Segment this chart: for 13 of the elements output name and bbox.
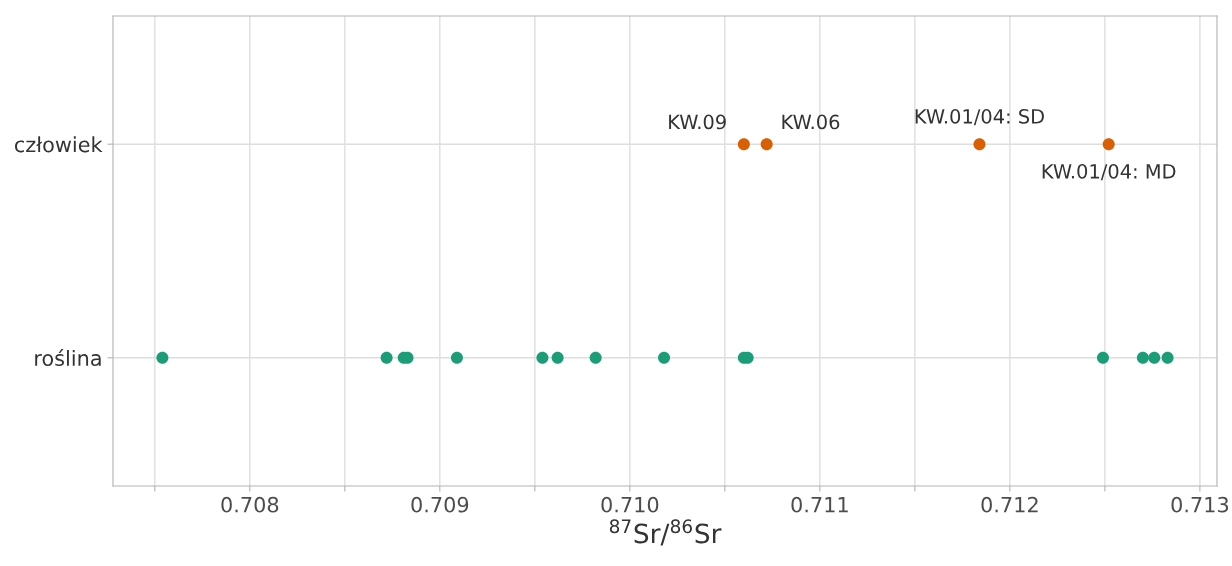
y-tick-label: roślina: [35, 349, 101, 367]
x-tick-label: 0.712: [981, 496, 1038, 513]
x-tick-label: 0.710: [601, 496, 659, 513]
x-tick-label: 0.708: [221, 496, 279, 513]
x-axis-title: $^{87}$Sr/$^{86}$Sr: [609, 519, 722, 546]
annotation: KW.09: [669, 114, 726, 130]
x-tick-label: 0.711: [791, 496, 848, 513]
x-tick-label: 0.709: [411, 496, 469, 513]
annotation: KW.01/04: MD: [1042, 163, 1176, 181]
annotation: KW.06: [782, 114, 840, 130]
annotation: KW.01/04: SD: [915, 109, 1044, 126]
x-tick-label: 0.713: [1171, 496, 1229, 513]
y-tick-label: człowiek: [14, 136, 103, 153]
